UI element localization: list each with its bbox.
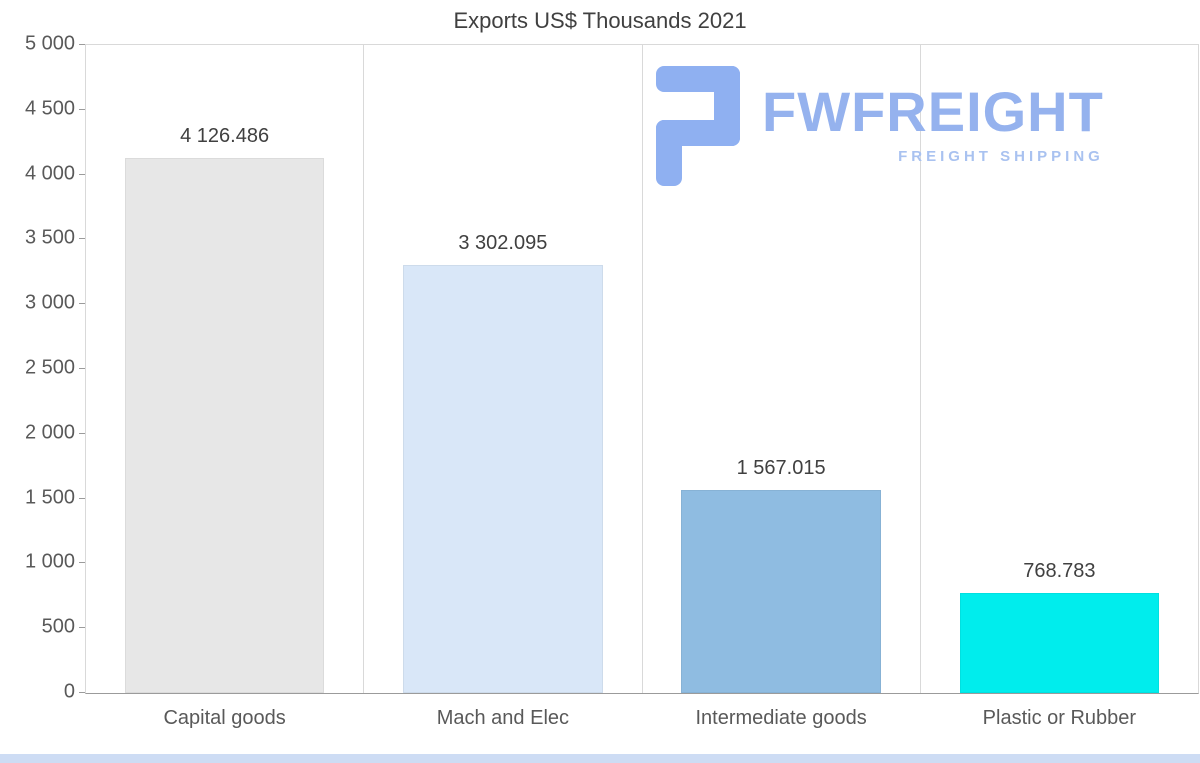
category-label: Mach and Elec — [436, 707, 570, 729]
bar-intermediate-goods[interactable] — [681, 489, 881, 693]
y-tick-label: 4 000 — [24, 162, 75, 185]
category-label: Plastic or Rubber — [982, 707, 1137, 729]
y-tick-mark — [79, 108, 85, 110]
y-tick-label: 3 500 — [24, 226, 75, 249]
y-tick-label: 2 000 — [24, 421, 75, 444]
category-cell-capital-goods: 4 126.486 Capital goods — [86, 45, 365, 729]
y-tick-label: 5 000 — [24, 32, 75, 55]
bar-value-label: 1 567.015 — [736, 456, 826, 479]
bar-value-label: 3 302.095 — [458, 232, 548, 255]
logo: FWFREIGHT FREIGHT SHIPPING — [648, 66, 1104, 186]
footer-accent-bar — [0, 754, 1200, 763]
category-label: Capital goods — [163, 707, 286, 729]
y-tick-mark — [79, 368, 85, 369]
category-cell-mach-and-elec: 3 302.095 Mach and Elec — [364, 45, 643, 729]
y-tick-mark — [79, 432, 85, 434]
fwfreight-logo-icon — [656, 66, 740, 186]
y-tick-mark — [79, 692, 85, 693]
y-tick-mark — [79, 44, 85, 45]
y-tick-mark — [79, 173, 85, 175]
logo-text: FWFREIGHT FREIGHT SHIPPING — [762, 80, 1104, 166]
y-tick-label: 500 — [41, 615, 75, 638]
bar-value-label: 4 126.486 — [180, 125, 270, 148]
bar-mach-and-elec[interactable] — [403, 265, 603, 693]
bar-value-label: 768.783 — [1023, 560, 1096, 583]
y-tick-mark — [79, 627, 85, 629]
y-tick-label: 2 500 — [24, 356, 75, 379]
y-tick-label: 1 000 — [24, 550, 75, 573]
chart-title: Exports US$ Thousands 2021 — [453, 8, 747, 33]
plot-area: 4 126.486 Capital goods 3 302.095 Mach and … — [85, 44, 1199, 729]
y-tick-mark — [79, 562, 85, 564]
y-tick-label: 3 000 — [24, 291, 75, 314]
category-cell-plastic-or-rubber: 768.783 Plastic or Rubber — [921, 45, 1198, 729]
y-tick-mark — [79, 497, 85, 499]
y-tick-mark — [79, 238, 85, 240]
y-axis: 5 000 4 500 4 000 3 500 3 000 2 500 2 000 1 500… — [0, 33, 85, 703]
category-label: Intermediate goods — [695, 707, 867, 729]
y-tick-label: 1 500 — [24, 486, 75, 509]
logo-glyph-shapes — [656, 66, 740, 186]
category-cell-intermediate-goods: 1 567.015 Intermediate goods — [643, 45, 921, 729]
logo-wordmark: FWFREIGHT — [762, 80, 1104, 143]
bar-plastic-or-rubber[interactable] — [959, 593, 1160, 693]
bar-capital-goods[interactable] — [124, 158, 325, 693]
y-tick-label: 0 — [63, 680, 75, 703]
y-tick-label: 4 500 — [24, 97, 75, 120]
logo-tagline: FREIGHT SHIPPING — [898, 148, 1104, 165]
y-tick-mark — [79, 303, 85, 305]
